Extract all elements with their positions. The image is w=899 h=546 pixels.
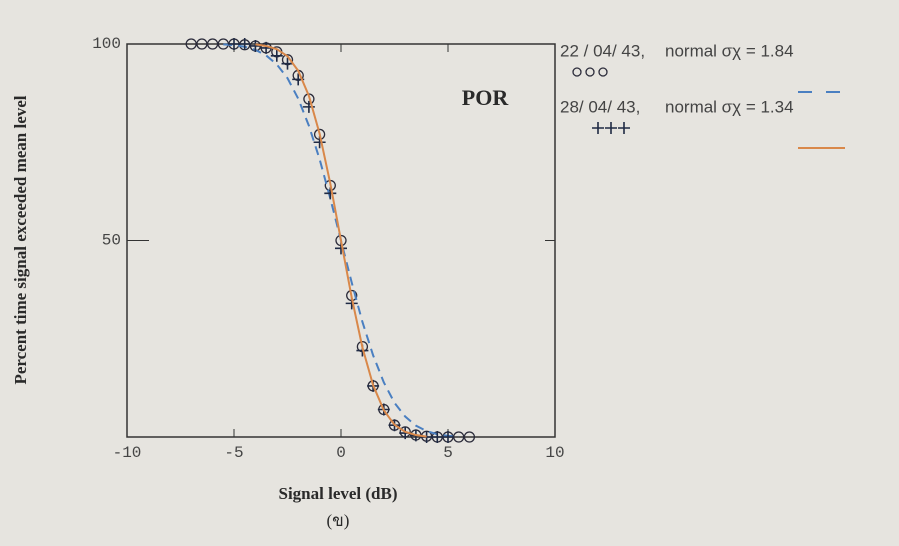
annotation: POR — [462, 85, 510, 110]
legend-label: 22 / 04/ 43, — [560, 41, 645, 60]
y-axis-label: Percent time signal exceeded mean level — [11, 95, 30, 384]
caption: (ข) — [327, 511, 350, 530]
x-tick-label: 5 — [443, 444, 453, 462]
chart: Percent time signal exceeded mean level … — [0, 0, 899, 546]
x-tick-label: 10 — [545, 444, 564, 462]
x-tick-label: 0 — [336, 444, 346, 462]
y-tick-label: 100 — [92, 35, 121, 53]
legend-label: normal σχ = 1.84 — [665, 41, 794, 60]
legend-label: normal σχ = 1.34 — [665, 97, 794, 116]
legend-label: 28/ 04/ 43, — [560, 97, 640, 116]
x-axis-label: Signal level (dB) — [278, 484, 397, 503]
background — [0, 0, 899, 546]
x-tick-label: -5 — [224, 444, 243, 462]
x-tick-label: -10 — [113, 444, 142, 462]
y-tick-label: 50 — [102, 232, 121, 250]
